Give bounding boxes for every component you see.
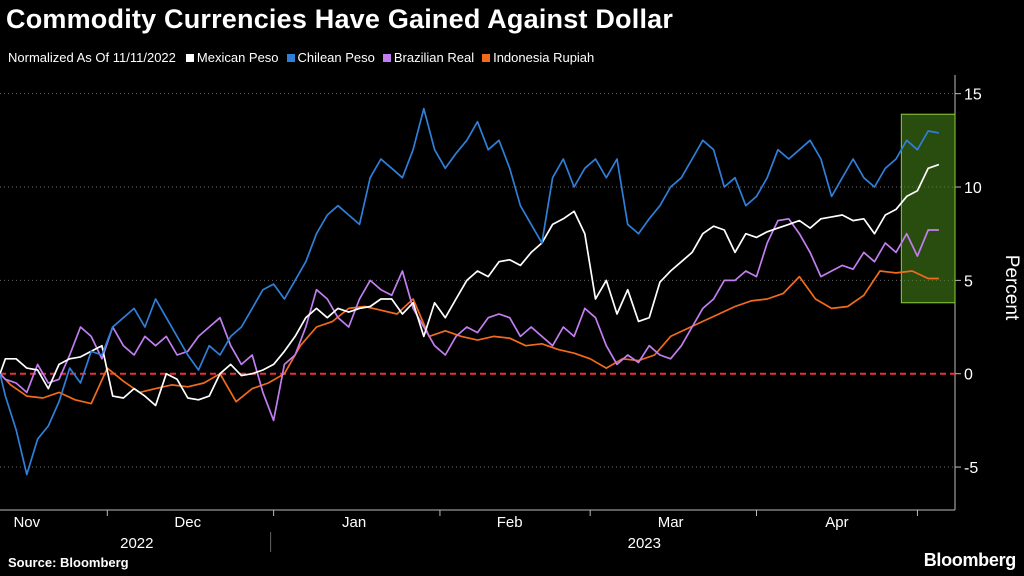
year-label: 2022 bbox=[120, 535, 153, 552]
x-tick-label: Jan bbox=[342, 514, 366, 531]
x-tick-label: Feb bbox=[497, 514, 523, 531]
series-line-indonesia-rupiah bbox=[0, 270, 939, 405]
legend-item-indonesia-rupiah: Indonesia Rupiah bbox=[482, 50, 594, 65]
legend-label: Indonesia Rupiah bbox=[493, 50, 595, 65]
y-tick-label: -5 bbox=[964, 460, 978, 477]
x-tick-label: Mar bbox=[658, 514, 684, 531]
x-tick-label: Dec bbox=[174, 514, 201, 531]
legend-swatch bbox=[382, 53, 391, 62]
series-line-brazilian-real bbox=[0, 217, 939, 422]
legend-label: Chilean Peso bbox=[297, 50, 375, 65]
bloomberg-logo: Bloomberg bbox=[923, 550, 1017, 570]
y-tick-label: 15 bbox=[964, 87, 982, 104]
source-note: Source: Bloomberg bbox=[8, 555, 129, 570]
y-tick-label: 5 bbox=[964, 273, 973, 290]
legend-item-mexican-peso: Mexican Peso bbox=[185, 50, 279, 65]
legend-label: Brazilian Real bbox=[393, 50, 475, 65]
legend-label: Mexican Peso bbox=[196, 50, 279, 65]
x-tick-label: Apr bbox=[825, 514, 848, 531]
x-tick-label: Nov bbox=[13, 514, 40, 531]
series-line-mexican-peso bbox=[0, 163, 940, 407]
year-label: 2023 bbox=[628, 535, 661, 552]
legend-swatch bbox=[185, 53, 194, 62]
y-tick-label: 10 bbox=[964, 180, 982, 197]
legend: Normalized As Of 11/11/2022 Mexican Peso… bbox=[8, 50, 602, 65]
chart-subtitle: Normalized As Of 11/11/2022 bbox=[8, 50, 176, 65]
legend-item-brazilian-real: Brazilian Real bbox=[382, 50, 475, 65]
series-line-chilean-peso bbox=[0, 107, 940, 476]
y-tick-label: 0 bbox=[964, 367, 973, 384]
legend-swatch bbox=[286, 53, 295, 62]
y-axis-label: Percent bbox=[1001, 255, 1022, 321]
legend-item-chilean-peso: Chilean Peso bbox=[286, 50, 375, 65]
legend-swatch bbox=[482, 53, 491, 62]
chart-title: Commodity Currencies Have Gained Against… bbox=[6, 4, 674, 34]
